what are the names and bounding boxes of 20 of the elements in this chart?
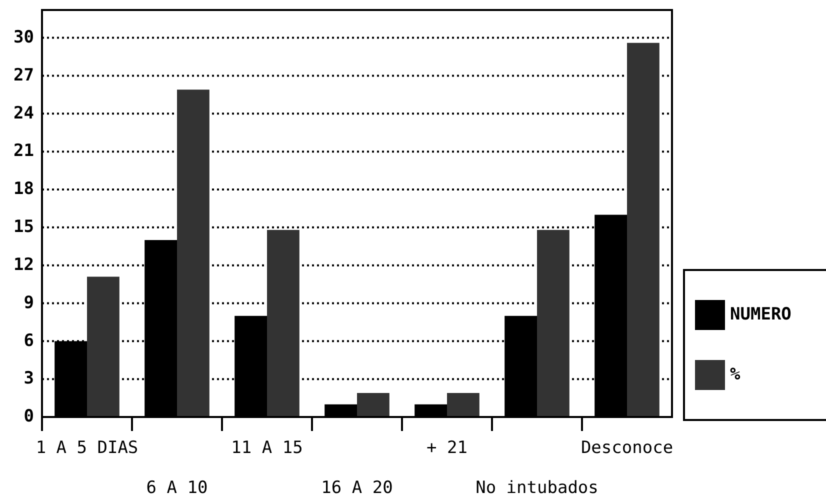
y-tick-label: 9 bbox=[24, 292, 34, 313]
y-tick-label: 18 bbox=[14, 179, 34, 200]
y-tick-label: 0 bbox=[24, 406, 34, 427]
x-tick-label: No intubados bbox=[476, 478, 598, 498]
x-tick-label: 1 A 5 DIAS bbox=[36, 438, 138, 458]
x-tick-label: Desconoce bbox=[580, 438, 674, 458]
y-tick-label: 27 bbox=[14, 65, 34, 86]
y-tick-label: 30 bbox=[14, 27, 34, 48]
y-tick-label: 15 bbox=[14, 217, 34, 238]
y-tick-label: 12 bbox=[14, 254, 34, 275]
y-tick-label: 21 bbox=[14, 141, 34, 162]
y-tick-label: 24 bbox=[14, 103, 34, 124]
x-tick-label: 11 A 15 bbox=[231, 438, 303, 458]
x-tick-label: 16 A 20 bbox=[321, 478, 393, 498]
x-tick-label: 6 A 10 bbox=[146, 478, 208, 498]
legend-label: NUMERO bbox=[730, 304, 792, 325]
legend-label: % bbox=[730, 364, 741, 385]
y-tick-label: 6 bbox=[24, 330, 34, 351]
x-tick-label: + 21 bbox=[426, 438, 468, 458]
y-tick-label: 3 bbox=[24, 368, 34, 389]
